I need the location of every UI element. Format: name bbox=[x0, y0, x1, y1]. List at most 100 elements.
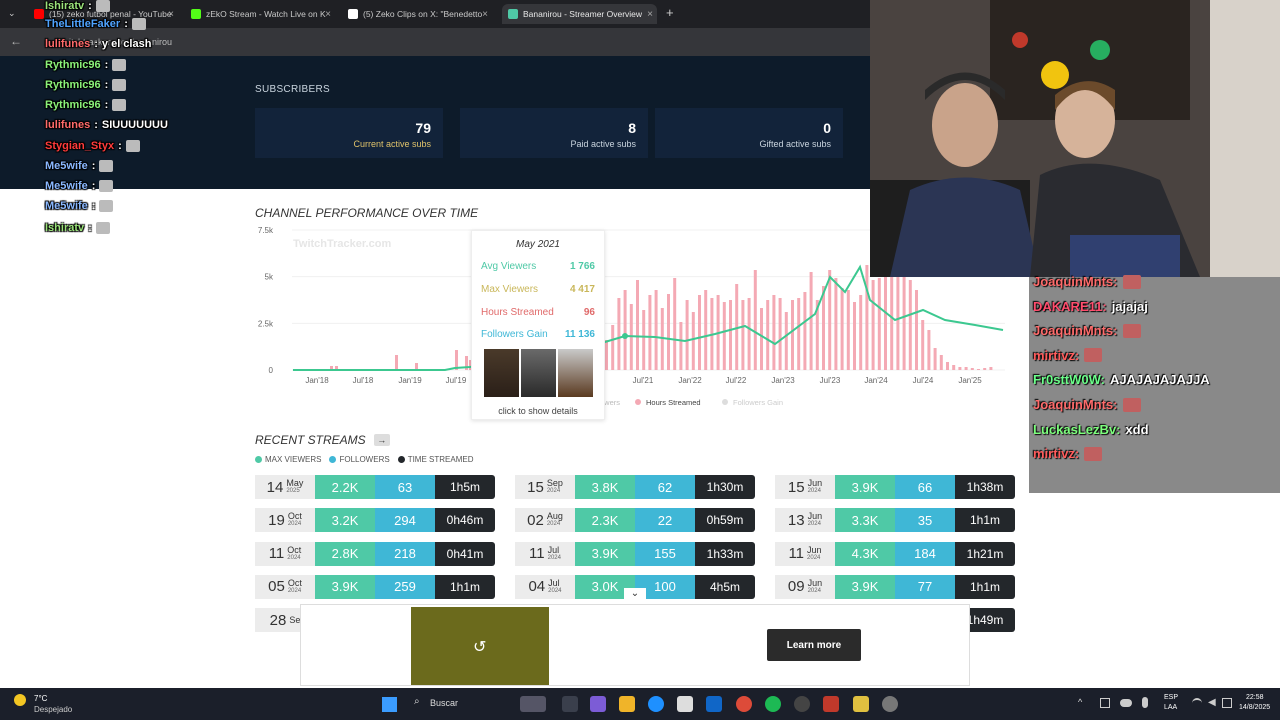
taskbar-search[interactable]: Buscar bbox=[430, 698, 459, 708]
hours-bar[interactable] bbox=[605, 340, 608, 370]
hours-bar[interactable] bbox=[815, 300, 819, 370]
wifi-icon[interactable] bbox=[1192, 698, 1202, 708]
cloud-icon[interactable] bbox=[1120, 699, 1132, 707]
hours-bar[interactable] bbox=[989, 367, 993, 370]
hours-bar[interactable] bbox=[691, 312, 695, 370]
settings-icon[interactable] bbox=[882, 696, 898, 712]
stream-row[interactable]: 19 Oct 2024 3.2K 294 0h46m bbox=[255, 508, 495, 533]
hours-bar[interactable] bbox=[642, 310, 646, 370]
legend-hours-streamed[interactable]: Hours Streamed bbox=[646, 398, 701, 407]
hours-bar[interactable] bbox=[890, 270, 894, 370]
hours-bar[interactable] bbox=[853, 302, 856, 370]
hours-bar[interactable] bbox=[859, 295, 863, 370]
hours-bar[interactable] bbox=[933, 348, 937, 370]
browser-tab[interactable]: (15) zeko futbol penal - YouTube × bbox=[28, 4, 178, 24]
volume-icon[interactable]: ◀ bbox=[1208, 697, 1216, 708]
hours-bar[interactable] bbox=[908, 280, 912, 370]
browser-tab[interactable]: (5) Zeko Clips on X: "Benedetto × bbox=[342, 4, 492, 24]
hours-bar[interactable] bbox=[766, 300, 770, 370]
hours-bar[interactable] bbox=[772, 295, 776, 370]
edge-icon[interactable] bbox=[648, 696, 664, 712]
hours-bar[interactable] bbox=[846, 290, 850, 370]
browser-tab[interactable]: zEkO Stream - Watch Live on K × bbox=[185, 4, 335, 24]
back-icon[interactable]: ← bbox=[10, 34, 22, 48]
hours-bar[interactable] bbox=[784, 312, 788, 370]
hours-bar[interactable] bbox=[469, 360, 472, 370]
hours-bar[interactable] bbox=[753, 270, 757, 370]
hours-bar[interactable] bbox=[871, 280, 875, 370]
hours-bar[interactable] bbox=[465, 356, 468, 370]
hours-bar[interactable] bbox=[896, 272, 900, 370]
hours-bar[interactable] bbox=[964, 367, 968, 370]
widgets-icon[interactable] bbox=[520, 696, 546, 712]
file-explorer-icon[interactable] bbox=[619, 696, 635, 712]
hours-bar[interactable] bbox=[747, 298, 751, 370]
hours-bar[interactable] bbox=[654, 290, 658, 370]
lang-2[interactable]: LAA bbox=[1164, 704, 1178, 711]
hours-bar[interactable] bbox=[822, 286, 825, 370]
stream-row[interactable]: 15 Jun 2024 3.9K 66 1h38m bbox=[775, 475, 1015, 499]
hours-bar[interactable] bbox=[927, 330, 931, 370]
weather-icon[interactable] bbox=[14, 694, 26, 706]
hours-bar[interactable] bbox=[939, 355, 943, 370]
hours-bar[interactable] bbox=[865, 265, 869, 370]
hours-bar[interactable] bbox=[952, 365, 956, 370]
hours-bar[interactable] bbox=[760, 308, 763, 370]
hours-bar[interactable] bbox=[809, 272, 813, 370]
stream-row[interactable]: 15 Sep 2024 3.8K 62 1h30m bbox=[515, 475, 755, 499]
hours-bar[interactable] bbox=[797, 298, 801, 370]
spotify-icon[interactable] bbox=[765, 696, 781, 712]
hours-bar[interactable] bbox=[623, 290, 627, 370]
stream-row[interactable]: 13 Jun 2024 3.3K 35 1h1m bbox=[775, 508, 1015, 533]
mic-icon[interactable] bbox=[1142, 697, 1148, 708]
copilot-icon[interactable] bbox=[590, 696, 606, 712]
hours-bar[interactable] bbox=[611, 325, 615, 370]
arrow-right-icon[interactable]: → bbox=[373, 434, 390, 446]
hours-bar[interactable] bbox=[685, 300, 689, 370]
tab-list-dropdown[interactable]: ⌄ bbox=[8, 8, 16, 18]
game-thumbnail-2[interactable] bbox=[521, 349, 556, 397]
hours-bar[interactable] bbox=[902, 268, 906, 370]
chevron-down-icon[interactable]: ⌄ bbox=[624, 588, 646, 602]
hours-bar[interactable] bbox=[877, 278, 881, 370]
game-app-icon[interactable] bbox=[853, 696, 869, 712]
new-tab-button[interactable]: + bbox=[666, 5, 674, 20]
url-field[interactable]: twitchtracker.com/bananirou bbox=[60, 37, 173, 47]
performance-chart[interactable]: 7.5k 5k 2.5k 0 TwitchTracker.com Jan'18 Jul'18… bbox=[255, 222, 1015, 414]
hours-bar[interactable] bbox=[722, 302, 726, 370]
clock-time[interactable]: 22:58 bbox=[1246, 694, 1264, 701]
hours-bar[interactable] bbox=[791, 300, 794, 370]
store-icon[interactable] bbox=[677, 696, 693, 712]
lang-1[interactable]: ESP bbox=[1164, 694, 1179, 701]
hours-bar[interactable] bbox=[977, 369, 980, 370]
ad-image[interactable]: ↺ bbox=[411, 607, 549, 685]
hours-bar[interactable] bbox=[698, 295, 701, 370]
hours-bar[interactable] bbox=[415, 363, 418, 370]
legend-avg-viewers-partial[interactable]: ewers bbox=[600, 398, 620, 407]
battery-icon[interactable] bbox=[1222, 698, 1232, 708]
game-thumbnail-1[interactable] bbox=[484, 349, 519, 397]
hours-bar[interactable] bbox=[946, 362, 949, 370]
stream-row[interactable]: 09 Jun 2024 3.9K 77 1h1m bbox=[775, 574, 1015, 599]
hours-bar[interactable] bbox=[884, 272, 887, 370]
hours-bar[interactable] bbox=[778, 298, 782, 370]
hours-bar[interactable] bbox=[636, 280, 639, 370]
hours-bar[interactable] bbox=[330, 366, 333, 370]
hours-bar[interactable] bbox=[729, 300, 732, 370]
hours-bar[interactable] bbox=[679, 322, 683, 370]
hours-bar[interactable] bbox=[803, 292, 807, 370]
hours-bar[interactable] bbox=[921, 320, 925, 370]
replay-icon[interactable]: ↺ bbox=[473, 639, 487, 656]
browser-tab[interactable]: Bananirou - Streamer Overview × bbox=[502, 4, 657, 24]
hours-bar[interactable] bbox=[617, 298, 621, 370]
stream-row[interactable]: 02 Aug 2024 2.3K 22 0h59m bbox=[515, 508, 755, 533]
start-icon[interactable] bbox=[382, 697, 397, 712]
app-icon[interactable] bbox=[823, 696, 839, 712]
search-icon[interactable]: ⌕ bbox=[414, 696, 420, 707]
task-view-icon[interactable] bbox=[562, 696, 578, 712]
close-icon[interactable]: × bbox=[482, 8, 488, 20]
hours-bar[interactable] bbox=[840, 288, 844, 370]
close-icon[interactable]: × bbox=[325, 8, 331, 20]
stream-row[interactable]: 11 Jun 2024 4.3K 184 1h21m bbox=[775, 541, 1015, 566]
hours-bar[interactable] bbox=[834, 278, 838, 370]
